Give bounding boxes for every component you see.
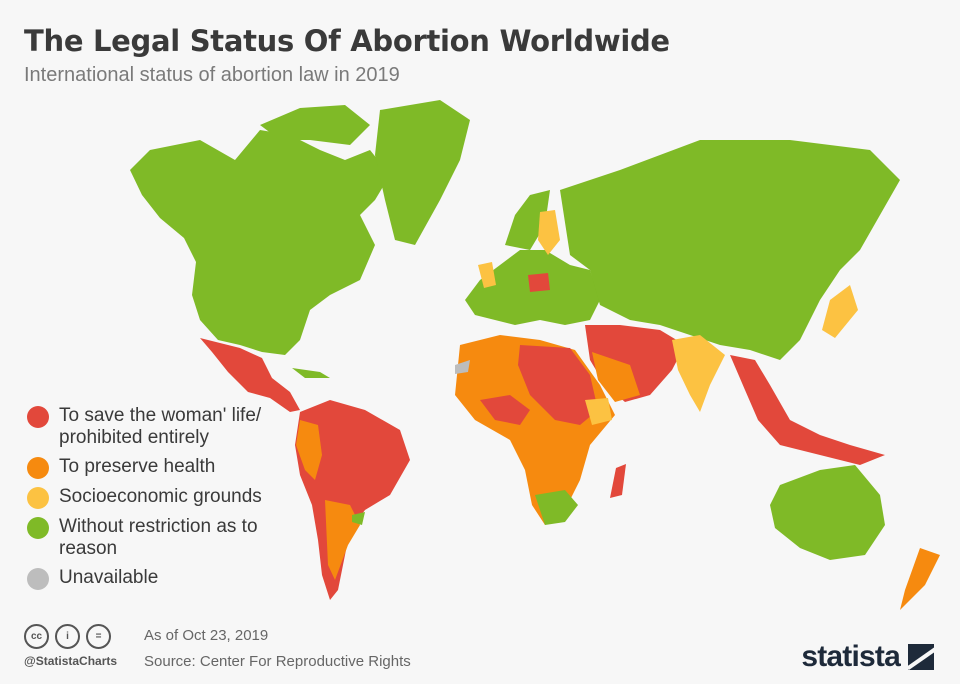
creative-commons-icon[interactable]: cc [24, 624, 49, 649]
legend-item-socioeconomic: Socioeconomic grounds [27, 486, 309, 509]
region-arctic-islands [260, 105, 370, 145]
legend-item-unrestricted: Without restriction as to reason [27, 516, 309, 560]
region-madagascar [610, 464, 626, 498]
region-western-sahara [455, 360, 470, 374]
region-north-africa [518, 345, 598, 425]
legend-swatch-life [27, 406, 49, 428]
region-southern-cone [325, 500, 360, 580]
legend-label-unrestricted: Without restriction as to reason [59, 516, 258, 559]
chart-subtitle: International status of abortion law in … [24, 64, 400, 86]
social-handle[interactable]: @StatistaCharts [24, 654, 118, 668]
brand-name: statista [801, 640, 900, 673]
legend-swatch-socioeconomic [27, 487, 49, 509]
region-india [672, 335, 725, 412]
region-southeast-asia [730, 355, 885, 465]
source-note: Source: Center For Reproductive Rights [144, 653, 411, 670]
license-icons: cc i = [24, 624, 111, 649]
region-caribbean [292, 368, 330, 378]
legend-item-unavailable: Unavailable [27, 567, 309, 590]
region-west-africa [480, 395, 530, 425]
as-of-date: As of Oct 23, 2019 [144, 627, 269, 644]
region-uk [478, 262, 496, 288]
region-ethiopia [585, 398, 612, 425]
legend: To save the woman' life/ prohibited enti… [27, 405, 309, 597]
legend-swatch-unrestricted [27, 517, 49, 539]
region-southern-africa [535, 490, 578, 525]
region-uruguay [352, 512, 365, 525]
region-japan [822, 285, 858, 338]
legend-label-unavailable: Unavailable [59, 567, 159, 588]
region-north-america [130, 130, 390, 355]
legend-label-life: To save the woman' life/ prohibited enti… [59, 405, 262, 448]
region-saudi [592, 352, 640, 402]
region-finland [538, 210, 560, 255]
no-derivatives-icon[interactable]: = [86, 624, 111, 649]
legend-item-life: To save the woman' life/ prohibited enti… [27, 405, 309, 449]
region-australia [770, 465, 885, 560]
statista-logo-icon [908, 644, 934, 670]
brand-logo[interactable]: statista [801, 640, 934, 674]
region-greenland [375, 100, 470, 245]
legend-item-health: To preserve health [27, 456, 309, 479]
legend-swatch-health [27, 457, 49, 479]
region-russia-asia [560, 140, 900, 360]
region-mexico [200, 338, 300, 412]
legend-label-socioeconomic: Socioeconomic grounds [59, 486, 262, 507]
world-map [130, 100, 940, 610]
legend-swatch-unavailable [27, 568, 49, 590]
attribution-icon[interactable]: i [55, 624, 80, 649]
region-new-zealand [900, 548, 940, 610]
legend-label-health: To preserve health [59, 456, 216, 477]
region-south-america [295, 400, 410, 600]
chart-title: The Legal Status Of Abortion Worldwide [24, 24, 670, 58]
region-poland [528, 273, 550, 292]
region-south-america-west [296, 420, 322, 480]
